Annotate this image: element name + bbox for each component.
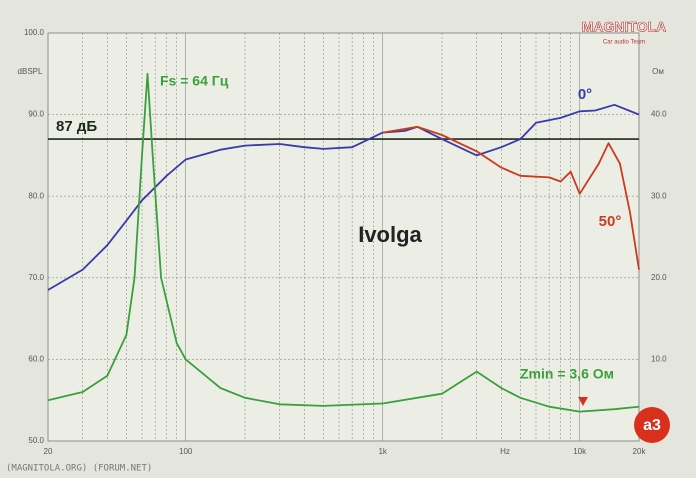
y-tick-label: 60.0 [28, 355, 44, 364]
annotation: Zmin = 3,6 Ом [520, 366, 614, 382]
badge-text: a3 [643, 417, 661, 434]
y-tick-label: 80.0 [28, 191, 44, 200]
x-tick-label: 100 [179, 447, 193, 456]
series-label: 0° [578, 86, 592, 103]
grid [47, 32, 640, 442]
reference-label: 87 дБ [56, 118, 97, 135]
marks [47, 72, 640, 413]
x-tick-label: 1k [378, 447, 387, 456]
series-label: 50° [599, 213, 622, 230]
y-tick-label: 90.0 [28, 110, 44, 119]
x-unit: Hz [500, 447, 510, 456]
y2-tick-label: 20.0 [651, 273, 667, 282]
y2-tick-label: 40.0 [651, 110, 667, 119]
x-tick-label: 10k [573, 447, 587, 456]
logo-subtitle: Car audio Team [603, 40, 645, 46]
y2-tick-label: 10.0 [651, 355, 667, 364]
annotation: Fs = 64 Гц [160, 73, 229, 89]
badge [634, 407, 670, 443]
y-tick-label: 70.0 [28, 273, 44, 282]
series-line [382, 125, 640, 270]
y-unit: dBSPL [18, 67, 43, 76]
zmin-marker [578, 397, 588, 406]
y-tick-label: 50.0 [28, 436, 44, 445]
x-tick-label: 20k [633, 447, 647, 456]
series-line [47, 72, 640, 413]
x-tick-label: 20 [44, 447, 53, 456]
y2-unit: Ом [652, 67, 664, 76]
footer: (MAGNITOLA.ORG) (FORUM.NET) [6, 464, 152, 474]
y-tick-label: 100.0 [24, 28, 45, 37]
logo-title: MAGNITOLA [582, 19, 667, 35]
chart-title: Ivolga [358, 222, 422, 247]
y2-tick-label: 30.0 [651, 191, 667, 200]
series-line [47, 103, 640, 291]
